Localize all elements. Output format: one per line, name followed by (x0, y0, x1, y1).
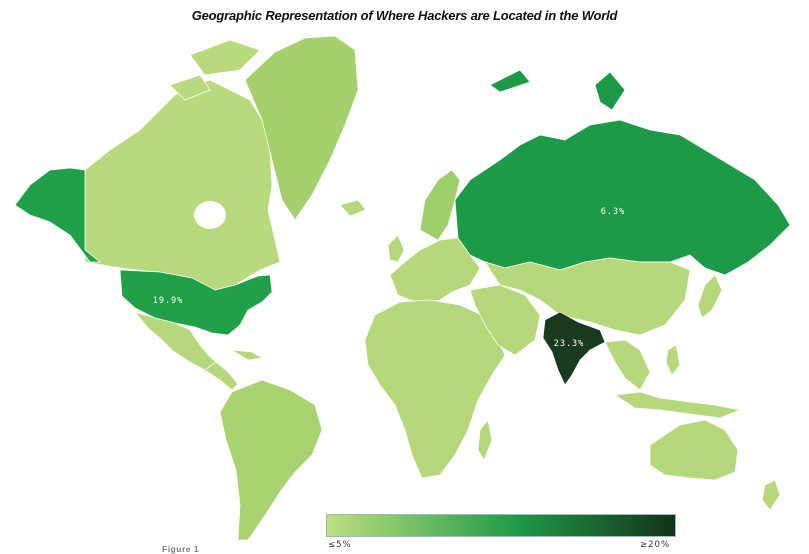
iceland[interactable] (339, 199, 367, 217)
southeast-asia[interactable] (604, 339, 651, 391)
central-asia[interactable] (484, 257, 691, 336)
philippines[interactable] (665, 344, 681, 376)
map-title: Geographic Representation of Where Hacke… (191, 8, 618, 23)
legend-min-label: ≤5% (328, 540, 352, 550)
label-india: 23.3% (554, 339, 585, 349)
africa[interactable] (364, 299, 506, 479)
country-russia[interactable] (454, 119, 791, 276)
label-usa: 19.9% (153, 296, 184, 306)
legend-color-bar (326, 514, 676, 537)
new-zealand[interactable] (761, 479, 781, 511)
russia-islands[interactable] (489, 69, 626, 111)
japan[interactable] (697, 274, 723, 319)
australia[interactable] (649, 419, 739, 481)
canada-islands[interactable] (169, 39, 261, 101)
hudson-bay (194, 201, 226, 229)
country-canada[interactable] (84, 79, 281, 291)
country-greenland[interactable] (244, 35, 359, 221)
middle-east[interactable] (469, 284, 541, 356)
madagascar[interactable] (477, 419, 493, 461)
country-alaska[interactable] (14, 167, 101, 263)
country-usa[interactable] (119, 269, 273, 336)
central-america[interactable] (204, 361, 239, 391)
label-russia: 6.3% (601, 207, 625, 217)
indonesia[interactable] (614, 391, 741, 419)
caribbean[interactable] (231, 349, 263, 361)
europe-mainland[interactable] (389, 237, 481, 303)
scandinavia[interactable] (419, 169, 461, 241)
uk[interactable] (387, 234, 405, 263)
legend-max-label: ≥20% (640, 540, 671, 550)
country-india[interactable] (542, 311, 606, 386)
figure-label: Figure 1 (162, 544, 200, 554)
south-america[interactable] (219, 379, 323, 541)
